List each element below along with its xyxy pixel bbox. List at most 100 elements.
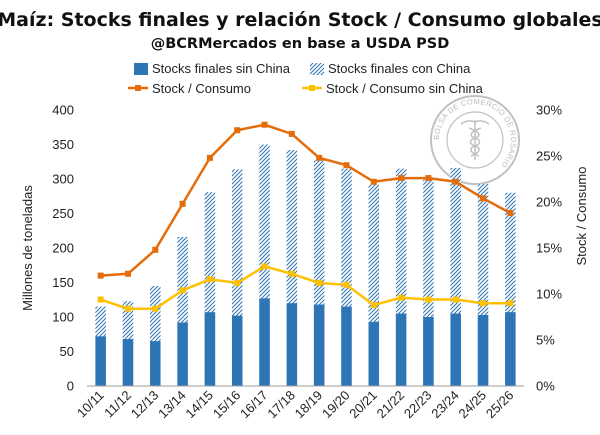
point-stock-consumo-sin-china	[124, 305, 131, 312]
point-stock-consumo-sin-china	[480, 300, 487, 307]
bar-stocks-con-china	[395, 168, 407, 386]
point-stock-consumo	[452, 178, 459, 185]
x-tick-label: 17/18	[264, 388, 298, 422]
x-tick-label: 10/11	[74, 388, 107, 421]
point-stock-consumo	[370, 178, 377, 185]
x-tick-label: 13/14	[155, 388, 189, 422]
bar-stocks-con-china	[368, 184, 380, 386]
x-tick-label: 15/16	[210, 388, 244, 422]
legend: Stocks finales sin China Stocks finales …	[128, 61, 484, 96]
point-stock-consumo-sin-china	[343, 281, 350, 288]
y2-tick-label: 10%	[536, 287, 562, 302]
y-tick-label: 100	[52, 310, 74, 325]
point-stock-consumo-sin-china	[152, 305, 159, 312]
x-tick-label: 20/21	[346, 388, 380, 422]
bar-stocks-con-china	[313, 160, 325, 386]
legend-swatch-stocks-con-china	[310, 63, 324, 75]
legend-label-stocks-sin-china: Stocks finales sin China	[152, 61, 291, 76]
bar-stocks-sin-china	[423, 317, 434, 386]
x-tick-label: 25/26	[483, 388, 517, 422]
point-stock-consumo	[179, 200, 186, 207]
bar-stocks-con-china	[286, 150, 298, 386]
point-stock-consumo-sin-china	[370, 302, 377, 309]
bar-stocks-sin-china	[395, 313, 407, 386]
bar-stocks-sin-china	[95, 336, 106, 386]
y-tick-label: 250	[52, 206, 74, 221]
bars-stocks-sin-china	[95, 298, 516, 386]
bar-stocks-con-china	[505, 192, 516, 386]
point-stock-consumo	[152, 246, 159, 253]
x-tick-label: 12/13	[128, 388, 162, 422]
point-stock-consumo	[480, 195, 487, 202]
legend-marker-stock-consumo	[135, 85, 141, 91]
bar-stocks-con-china	[423, 179, 434, 386]
y-tick-label: 200	[52, 241, 74, 256]
x-tick-label: 11/12	[101, 388, 134, 421]
bar-stocks-sin-china	[286, 303, 298, 386]
point-stock-consumo-sin-china	[398, 294, 405, 301]
bar-stocks-sin-china	[368, 321, 380, 386]
point-stock-consumo	[234, 127, 241, 134]
bar-stocks-sin-china	[505, 312, 516, 386]
y-tick-label: 300	[52, 172, 74, 187]
x-tick-label: 23/24	[428, 388, 462, 422]
point-stock-consumo	[206, 154, 213, 161]
bar-stocks-sin-china	[122, 339, 134, 386]
point-stock-consumo	[288, 130, 295, 137]
bar-stocks-sin-china	[450, 313, 461, 386]
line-stock-consumo-sin-china	[100, 265, 511, 310]
point-stock-consumo-sin-china	[206, 276, 213, 283]
point-stock-consumo-sin-china	[179, 287, 186, 294]
bar-stocks-con-china	[477, 183, 489, 386]
y-axis-right: 0% 5% 10% 15% 20% 25% 30%	[536, 103, 562, 394]
y2-tick-label: 25%	[536, 149, 562, 164]
bar-stocks-sin-china	[204, 312, 216, 386]
seal-outer-ring	[430, 95, 520, 185]
x-tick-label: 19/20	[319, 388, 353, 422]
seal: BOLSA DE COMERCIO DE ROSARIO	[430, 95, 520, 185]
y2-axis-label: Stock / Consumo	[574, 167, 589, 266]
caduceus-seal-icon	[460, 120, 490, 160]
bar-stocks-con-china	[450, 167, 461, 386]
point-stock-consumo	[507, 210, 514, 217]
chart-title: Maíz: Stocks finales y relación Stock / …	[0, 9, 600, 31]
point-stock-consumo	[343, 162, 350, 169]
y2-tick-label: 5%	[536, 333, 555, 348]
legend-marker-stock-consumo-sin-china	[309, 85, 315, 91]
bars-stocks-con-china	[95, 144, 516, 386]
point-stock-consumo-sin-china	[261, 263, 268, 270]
point-stock-consumo-sin-china	[97, 296, 104, 303]
point-stock-consumo	[97, 272, 104, 279]
point-stock-consumo-sin-china	[507, 300, 514, 307]
x-tick-label: 14/15	[182, 388, 216, 422]
x-tick-label: 21/22	[374, 388, 408, 422]
bar-stocks-sin-china	[259, 298, 270, 386]
x-tick-label: 24/25	[456, 388, 490, 422]
bar-stocks-con-china	[231, 169, 243, 386]
legend-swatch-stocks-sin-china	[134, 63, 148, 75]
chart-subtitle: @BCRMercados en base a USDA PSD	[151, 36, 450, 52]
bar-stocks-sin-china	[150, 341, 161, 386]
bar-stocks-con-china	[204, 192, 216, 386]
bar-stocks-sin-china	[231, 315, 243, 386]
bar-stocks-sin-china	[341, 306, 352, 386]
legend-label-stock-consumo-sin-china: Stock / Consumo sin China	[326, 81, 484, 96]
y-tick-label: 50	[60, 344, 74, 359]
x-tick-label: 16/17	[237, 388, 271, 422]
y2-tick-label: 15%	[536, 241, 562, 256]
bar-stocks-con-china	[150, 285, 161, 386]
y-tick-label: 350	[52, 137, 74, 152]
point-stock-consumo-sin-china	[288, 270, 295, 277]
seal-inner-ring	[446, 111, 504, 169]
point-stock-consumo-sin-china	[316, 279, 323, 286]
bar-stocks-con-china	[341, 168, 352, 386]
bar-stocks-sin-china	[177, 322, 188, 386]
y-axis-left: 0 50 100 150 200 250 300 350 400	[52, 103, 74, 394]
lines-stock-consumo	[97, 121, 514, 312]
x-tick-label: 18/19	[292, 388, 326, 422]
bar-stocks-sin-china	[477, 314, 489, 386]
point-stock-consumo-sin-china	[452, 296, 459, 303]
point-stock-consumo-sin-china	[234, 279, 241, 286]
bar-stocks-sin-china	[313, 304, 325, 386]
